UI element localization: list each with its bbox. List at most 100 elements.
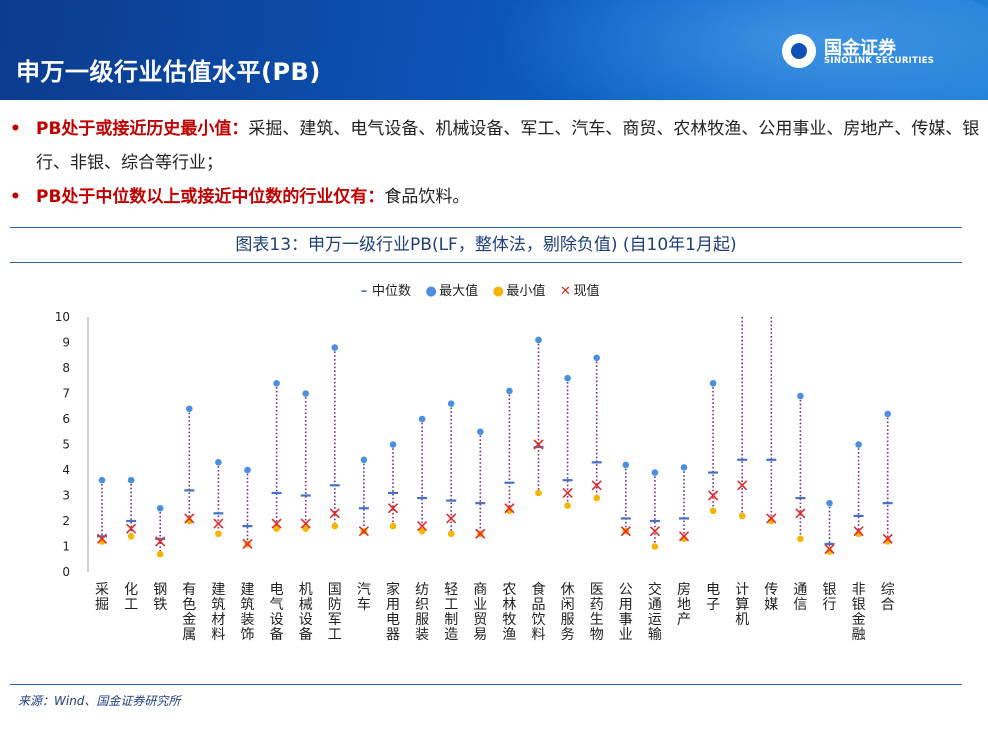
current-point	[271, 518, 282, 529]
x-tick-label: 纺织服装	[415, 582, 429, 643]
current-point	[446, 513, 457, 524]
min-point	[535, 489, 542, 497]
x-tick-label: 电子	[706, 582, 720, 613]
max-point	[215, 459, 222, 466]
current-point	[562, 487, 573, 499]
x-tick-label: 食品饮料	[532, 581, 546, 643]
current-point	[591, 480, 602, 491]
x-tick-label: 计算机	[735, 582, 749, 628]
max-point	[389, 441, 397, 448]
min-point	[418, 527, 426, 535]
source-note: 来源：Wind、国金证券研究所	[18, 694, 181, 708]
max-point	[360, 456, 368, 464]
current-point	[96, 533, 108, 544]
min-point	[273, 525, 280, 532]
legend-max-icon: ●	[425, 284, 437, 299]
current-point	[708, 490, 719, 501]
max-point	[535, 336, 542, 344]
legend-median-icon: –	[360, 284, 368, 299]
y-tick-label: 1	[62, 540, 70, 554]
current-point	[737, 480, 748, 491]
y-tick-label: 7	[62, 387, 70, 401]
max-point	[98, 476, 106, 484]
min-point	[593, 494, 600, 502]
legend-label-median: 中位数	[372, 284, 412, 299]
x-tick-label: 钢铁	[153, 582, 167, 613]
logo-name-en: SINOLINK SECURITIES	[824, 56, 935, 66]
current-point	[213, 518, 224, 529]
min-point	[215, 530, 222, 538]
max-point	[593, 354, 600, 362]
bullet-highlight: PB处于或接近历史最小值：	[36, 119, 249, 139]
x-tick-label: 综合	[881, 582, 895, 613]
max-point	[156, 504, 164, 512]
bullet-item: PB处于或接近历史最小值：采掘、建筑、电气设备、机械设备、军工、汽车、商贸、农林…	[10, 112, 980, 180]
current-point	[533, 439, 544, 450]
min-point	[302, 525, 310, 532]
y-tick-label: 6	[62, 412, 70, 426]
max-point	[884, 410, 891, 418]
max-point	[447, 400, 455, 408]
x-tick-label: 化工	[124, 582, 138, 613]
current-point	[882, 533, 893, 544]
y-tick-label: 3	[62, 489, 70, 503]
max-point	[826, 499, 833, 507]
min-point	[447, 530, 455, 538]
legend-current-icon: ✕	[560, 284, 571, 299]
max-point	[186, 405, 193, 413]
legend-item-median: – 中位数	[358, 280, 411, 299]
x-tick-label: 建筑材料	[211, 582, 225, 643]
legend-item-current: ✕ 现值	[559, 280, 599, 299]
x-tick-label: 农林牧渔	[502, 582, 516, 643]
max-point	[127, 476, 135, 484]
current-point	[649, 526, 660, 537]
current-point	[300, 518, 311, 529]
current-point	[387, 503, 399, 514]
max-point	[680, 464, 688, 471]
min-point	[331, 522, 339, 530]
x-tick-label: 传媒	[764, 582, 778, 613]
company-logo: 国金证券 SINOLINK SECURITIES	[782, 34, 952, 70]
source-divider	[10, 684, 962, 685]
min-point	[564, 502, 571, 510]
legend-item-max: ● 最大值	[425, 280, 478, 299]
y-tick-label: 8	[62, 361, 70, 375]
max-point	[273, 380, 280, 387]
chart-legend: – 中位数 ● 最大值 ● 最小值 ✕ 现值	[358, 280, 609, 300]
x-tick-label: 国防军工	[328, 582, 342, 643]
min-point	[709, 507, 717, 515]
x-tick-label: 银行	[823, 582, 837, 613]
y-tick-label: 4	[62, 463, 70, 477]
current-point	[184, 513, 195, 524]
logo-mark-icon	[782, 34, 816, 68]
x-tick-label: 有色金属	[182, 582, 196, 643]
current-point	[329, 508, 340, 519]
max-point	[622, 461, 630, 469]
current-point	[358, 526, 369, 537]
max-point	[797, 392, 804, 400]
max-point	[331, 344, 339, 351]
current-point	[475, 528, 486, 539]
min-point	[156, 550, 164, 558]
max-point	[418, 415, 426, 423]
x-tick-label: 汽车	[357, 582, 371, 613]
x-tick-label: 电气设备	[270, 582, 284, 643]
x-tick-label: 通信	[793, 582, 807, 613]
x-tick-label: 休闲服务	[561, 582, 575, 643]
y-tick-label: 2	[62, 514, 70, 528]
bullet-text: 采掘、建筑、电气设备、机械设备、军工、汽车、商贸、农林牧渔、公用事业、房地产、传…	[36, 119, 980, 173]
page-title: 申万一级行业估值水平(PB)	[16, 58, 321, 86]
x-tick-label: 医药生物	[590, 582, 604, 643]
max-point	[506, 387, 513, 395]
min-point	[738, 512, 746, 520]
current-point	[242, 538, 253, 550]
current-point	[126, 523, 137, 534]
min-point	[389, 522, 397, 530]
legend-label-current: 现值	[573, 284, 600, 299]
current-point	[824, 543, 835, 555]
x-tick-label: 建筑装饰	[241, 582, 255, 643]
max-point	[477, 428, 484, 436]
y-tick-label: 9	[62, 336, 70, 350]
x-tick-label: 交通运输	[648, 581, 662, 643]
